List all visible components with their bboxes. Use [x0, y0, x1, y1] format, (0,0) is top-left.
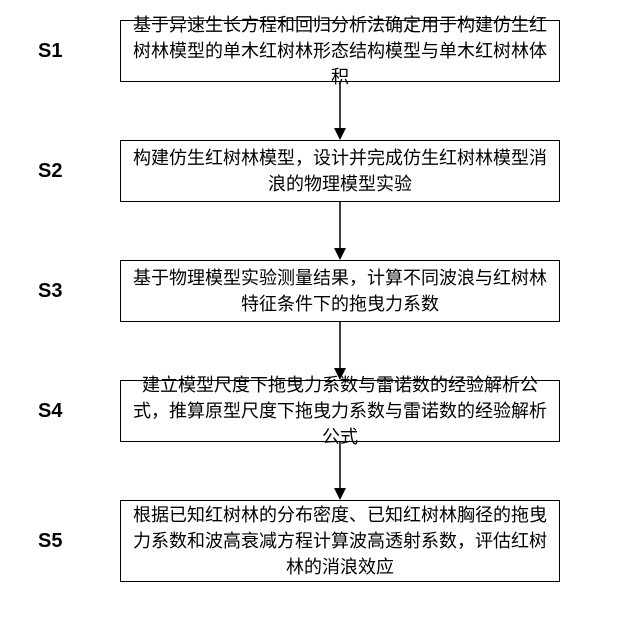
flow-box-s2: 构建仿生红树林模型，设计并完成仿生红树林模型消浪的物理模型实验: [120, 140, 560, 202]
step-label-s3: S3: [38, 280, 62, 303]
step-label-s1: S1: [38, 40, 62, 63]
flow-box-s3: 基于物理模型实验测量结果，计算不同波浪与红树林特征条件下的拖曳力系数: [120, 260, 560, 322]
flow-box-s5: 根据已知红树林的分布密度、已知红树林胸径的拖曳力系数和波高衰减方程计算波高透射系…: [120, 500, 560, 582]
step-label-s5: S5: [38, 530, 62, 553]
step-label-s4: S4: [38, 400, 62, 423]
step-label-s2: S2: [38, 160, 62, 183]
flow-box-s1: 基于异速生长方程和回归分析法确定用于构建仿生红树林模型的单木红树林形态结构模型与…: [120, 20, 560, 82]
flowchart-canvas: S1 基于异速生长方程和回归分析法确定用于构建仿生红树林模型的单木红树林形态结构…: [0, 0, 619, 635]
flow-box-s4: 建立模型尺度下拖曳力系数与雷诺数的经验解析公式，推算原型尺度下拖曳力系数与雷诺数…: [120, 380, 560, 442]
